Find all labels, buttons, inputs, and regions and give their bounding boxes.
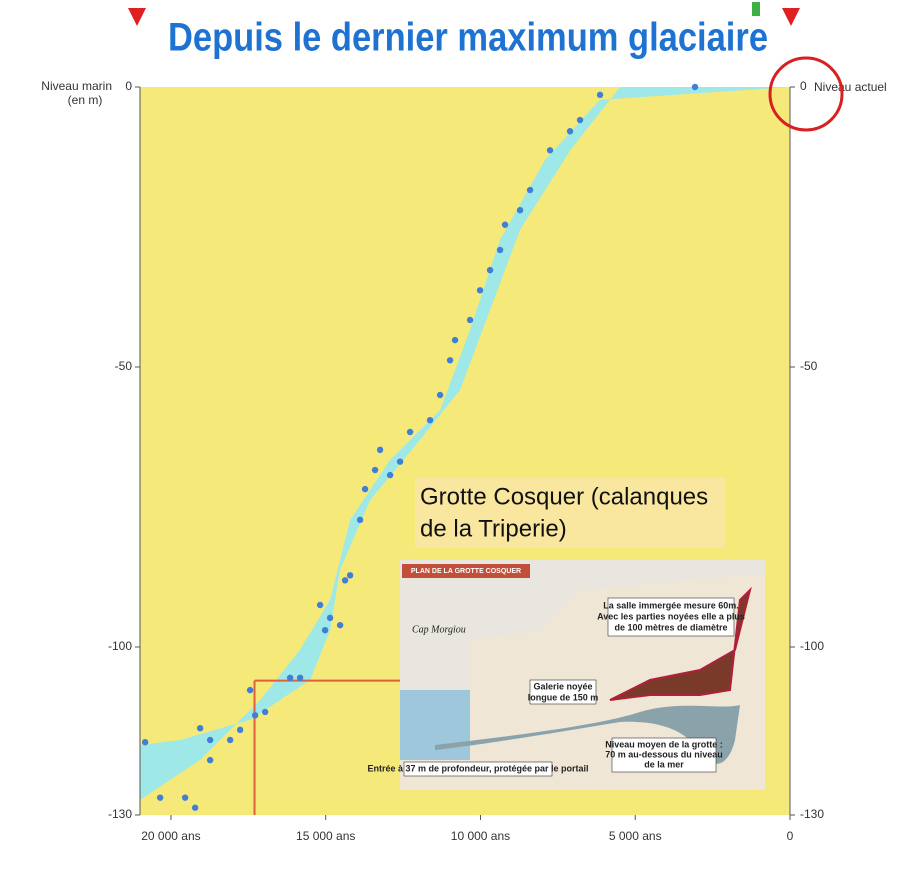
- diagram-entrance: Entrée à 37 m de profondeur, protégée pa…: [367, 763, 588, 773]
- data-point: [372, 467, 378, 473]
- diagram-banner: PLAN DE LA GROTTE COSQUER: [411, 568, 521, 575]
- y-tick-label: 0: [125, 79, 132, 93]
- data-point: [237, 727, 243, 733]
- x-tick-label: 15 000 ans: [296, 829, 355, 843]
- chart: Depuis le dernier maximum glaciaire 0 0 -5…: [0, 0, 912, 874]
- data-point: [207, 757, 213, 763]
- data-point: [227, 737, 233, 743]
- diagram-place: Cap Morgiou: [412, 624, 466, 635]
- data-point: [427, 417, 433, 423]
- data-point: [252, 712, 258, 718]
- data-point: [597, 92, 603, 98]
- corner-mark: [752, 2, 760, 16]
- y-tick-label: -100: [108, 639, 132, 653]
- diagram-gallery-label: longue de 150 m: [528, 692, 599, 702]
- data-point: [347, 572, 353, 578]
- data-point: [527, 187, 533, 193]
- data-point: [197, 725, 203, 731]
- data-point: [397, 458, 403, 464]
- data-point: [567, 128, 573, 134]
- data-point: [577, 117, 583, 123]
- y-axis-label: Niveau marin: [41, 79, 112, 93]
- y-tick-label-right: -100: [800, 639, 824, 653]
- y-axis-label: (en m): [68, 93, 103, 107]
- data-point: [342, 577, 348, 583]
- data-point: [317, 602, 323, 608]
- data-point: [497, 247, 503, 253]
- diagram-room: La salle immergée mesure 60m.: [603, 600, 739, 610]
- data-point: [142, 739, 148, 745]
- diagram-level: 70 m au-dessous du niveau: [605, 749, 723, 759]
- data-point: [287, 675, 293, 681]
- data-point: [247, 687, 253, 693]
- y-tick-label-right: 0: [800, 79, 807, 93]
- y-tick-label: -50: [115, 359, 133, 373]
- data-point: [477, 287, 483, 293]
- data-point: [502, 222, 508, 228]
- data-point: [297, 675, 303, 681]
- inset: Grotte Cosquer (calanques de la Triperie…: [367, 478, 765, 790]
- data-point: [467, 317, 473, 323]
- data-point: [447, 357, 453, 363]
- y-tick-label-right: -130: [800, 807, 824, 821]
- chart-title: Depuis le dernier maximum glaciaire: [168, 16, 768, 60]
- x-tick-label: 5 000 ans: [609, 829, 662, 843]
- data-point: [337, 622, 343, 628]
- data-point: [262, 709, 268, 715]
- data-point: [377, 447, 383, 453]
- data-point: [157, 794, 163, 800]
- diagram-level: de la mer: [644, 759, 684, 769]
- x-tick-label: 20 000 ans: [141, 829, 200, 843]
- data-point: [207, 737, 213, 743]
- diagram-gallery-label: Galerie noyée: [533, 681, 592, 691]
- data-point: [437, 392, 443, 398]
- data-point: [487, 267, 493, 273]
- data-point: [517, 207, 523, 213]
- y-tick-label-right: -50: [800, 359, 818, 373]
- data-point: [692, 84, 698, 90]
- diagram-room: Avec les parties noyées elle a plus: [597, 611, 745, 621]
- data-point: [192, 805, 198, 811]
- data-point: [387, 472, 393, 478]
- data-point: [322, 627, 328, 633]
- data-point: [407, 429, 413, 435]
- data-point: [362, 486, 368, 492]
- diagram-level: Niveau moyen de la grotte :: [605, 739, 723, 749]
- data-point: [357, 517, 363, 523]
- data-point: [182, 794, 188, 800]
- x-tick-label: 0: [787, 829, 794, 843]
- data-point: [327, 615, 333, 621]
- right-label: Niveau actuel: [814, 80, 887, 94]
- inset-caption: Grotte Cosquer (calanques: [420, 483, 708, 510]
- marker-triangle: [782, 8, 800, 26]
- data-point: [452, 337, 458, 343]
- inset-caption: de la Triperie): [420, 515, 567, 542]
- marker-triangle: [128, 8, 146, 26]
- data-point: [547, 147, 553, 153]
- y-tick-label: -130: [108, 807, 132, 821]
- diagram-room: de 100 mètres de diamètre: [614, 622, 727, 632]
- x-tick-label: 10 000 ans: [451, 829, 510, 843]
